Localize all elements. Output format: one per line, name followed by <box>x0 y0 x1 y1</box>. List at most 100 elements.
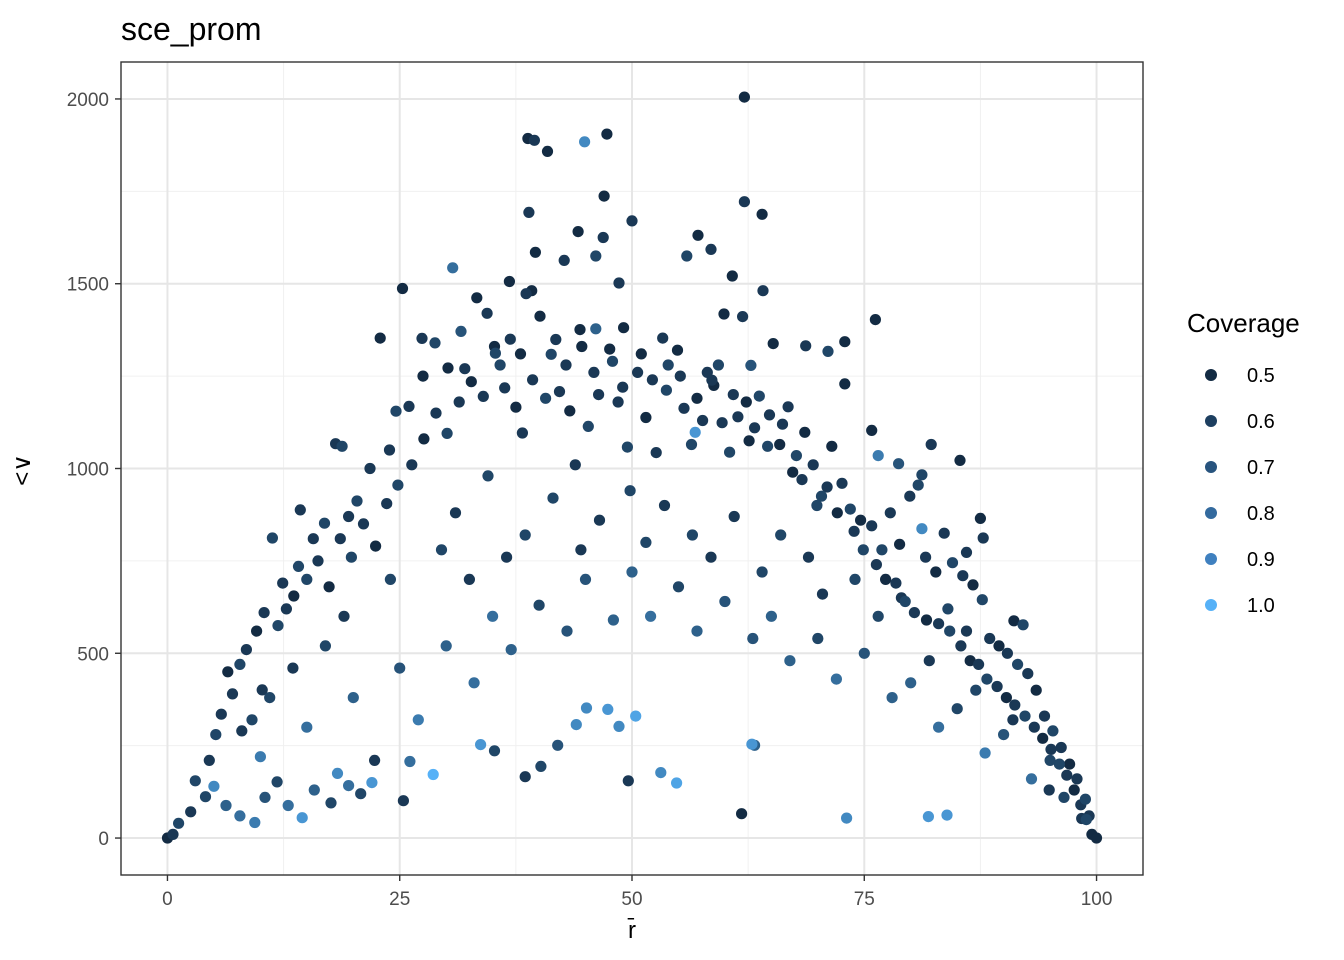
data-point <box>991 680 1003 693</box>
data-point <box>475 739 487 751</box>
data-point <box>849 573 861 586</box>
data-point <box>657 332 669 344</box>
legend: Coverage 0.5 0.6 0.7 0.8 0.9 1.0 <box>1187 308 1300 617</box>
data-point <box>602 703 614 716</box>
data-point <box>355 788 367 800</box>
data-point <box>319 640 331 652</box>
data-point <box>967 579 979 591</box>
x-tick-label: 75 <box>854 889 875 910</box>
data-point <box>1038 710 1051 722</box>
data-point <box>222 666 234 678</box>
data-point <box>762 440 774 452</box>
data-point <box>724 446 736 458</box>
data-point <box>640 411 652 424</box>
data-point <box>370 540 382 552</box>
x-axis-label: r̄ <box>627 917 636 944</box>
data-point <box>396 282 409 295</box>
data-point <box>740 396 752 408</box>
data-point <box>288 590 300 602</box>
data-point <box>606 355 619 367</box>
data-point <box>590 323 602 335</box>
data-point <box>593 389 605 401</box>
data-point <box>977 532 989 544</box>
data-point <box>728 510 740 523</box>
data-point <box>880 573 892 586</box>
data-point <box>632 366 644 378</box>
data-point <box>727 389 739 401</box>
data-point <box>394 662 406 674</box>
data-point <box>799 426 811 438</box>
data-point <box>1007 714 1019 726</box>
data-point <box>215 708 227 720</box>
data-point <box>705 551 717 563</box>
data-point <box>364 462 376 475</box>
data-point <box>933 721 945 733</box>
data-point <box>839 336 851 348</box>
data-point <box>325 797 337 809</box>
data-point <box>366 777 378 789</box>
data-point <box>743 435 755 447</box>
data-point <box>459 363 471 375</box>
data-point <box>558 254 570 266</box>
data-point <box>226 688 239 700</box>
data-point <box>604 343 616 355</box>
data-point <box>236 725 248 737</box>
data-point <box>855 514 867 526</box>
data-point <box>449 507 462 519</box>
data-point <box>519 529 531 541</box>
data-point <box>876 544 888 556</box>
data-point <box>264 692 276 704</box>
data-point <box>607 614 620 626</box>
data-point <box>1080 814 1092 826</box>
data-point <box>617 381 629 393</box>
data-point <box>858 647 870 659</box>
data-point <box>199 791 212 803</box>
data-point <box>816 588 829 600</box>
y-axis-label: <∨ <box>9 454 36 486</box>
data-point <box>626 215 638 227</box>
data-point <box>826 440 838 452</box>
data-point <box>272 620 284 632</box>
data-point <box>1022 668 1034 680</box>
data-point <box>920 614 933 626</box>
data-point <box>418 433 430 445</box>
data-point <box>488 745 501 757</box>
data-point <box>280 603 292 615</box>
data-point <box>534 310 546 322</box>
data-point <box>1055 741 1067 754</box>
data-point <box>981 673 993 685</box>
data-point <box>802 551 815 563</box>
data-point <box>692 229 704 241</box>
data-point <box>208 780 220 792</box>
data-point <box>613 720 625 733</box>
x-tick-label: 50 <box>621 889 642 910</box>
data-point <box>277 577 289 589</box>
data-point <box>574 324 586 336</box>
data-point <box>1001 647 1014 659</box>
data-point <box>1061 769 1073 781</box>
data-point <box>954 454 966 466</box>
data-point <box>756 208 768 220</box>
data-point <box>796 474 808 486</box>
data-point <box>505 644 517 656</box>
data-point <box>646 374 659 386</box>
data-point <box>1064 758 1076 770</box>
data-point <box>624 485 636 497</box>
data-point <box>1043 784 1055 796</box>
data-point <box>998 729 1010 741</box>
data-points <box>161 91 1103 844</box>
data-point <box>468 677 480 689</box>
legend-label: 0.5 <box>1247 365 1275 387</box>
data-point <box>763 409 776 421</box>
data-point <box>800 340 812 352</box>
data-point <box>564 405 576 417</box>
legend-key <box>1205 461 1217 473</box>
data-point <box>662 359 674 371</box>
data-point <box>775 529 787 541</box>
data-point <box>942 603 954 615</box>
data-point <box>904 490 916 502</box>
data-point <box>1053 758 1065 770</box>
data-point <box>173 817 185 829</box>
data-point <box>1019 710 1031 722</box>
